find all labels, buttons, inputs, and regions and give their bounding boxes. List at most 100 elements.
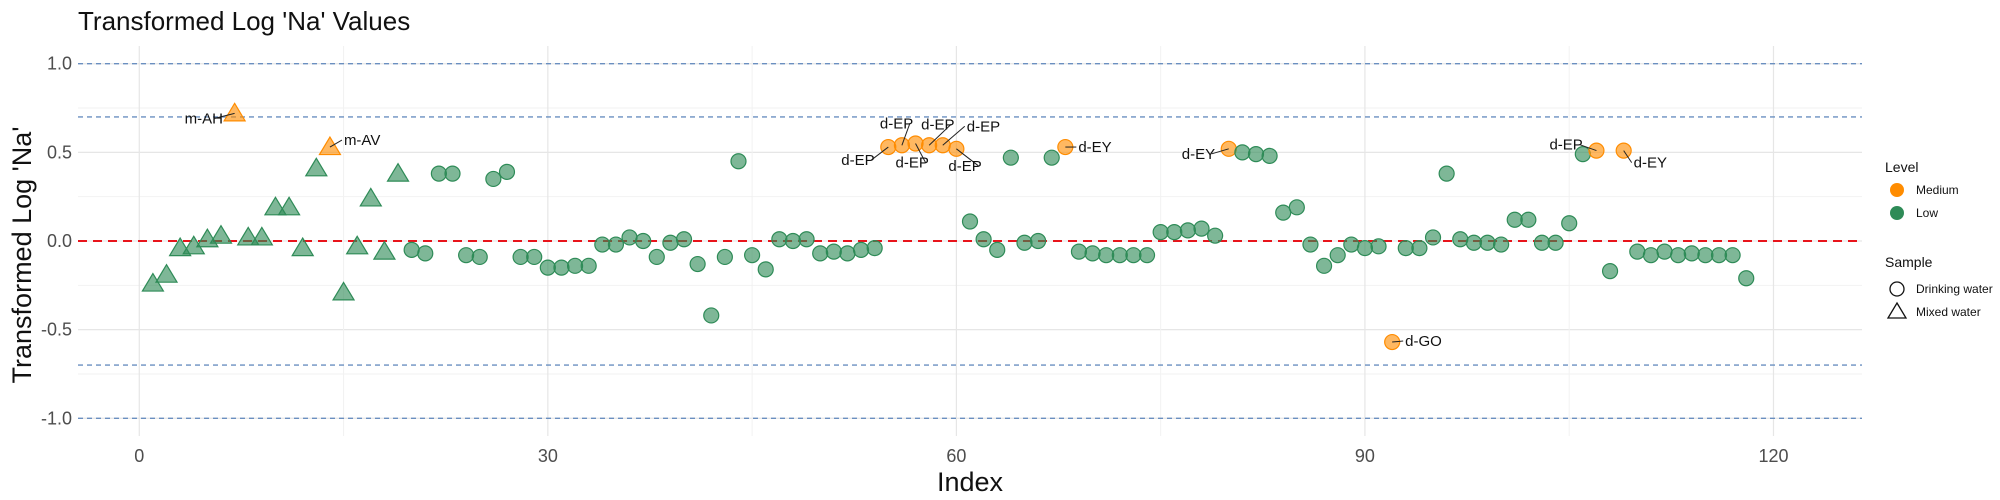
data-point — [291, 236, 315, 257]
data-point — [635, 232, 652, 250]
label-leader-line — [214, 112, 235, 119]
data-point — [1098, 247, 1115, 264]
data-point — [1710, 247, 1728, 264]
data-point — [1629, 243, 1646, 260]
data-point — [1424, 229, 1442, 246]
legend-level-title: Level — [1885, 159, 1918, 175]
data-point — [1656, 243, 1673, 260]
data-point — [703, 307, 720, 324]
data-point — [648, 248, 665, 266]
data-point — [1356, 239, 1374, 257]
data-point — [594, 236, 611, 253]
data-point — [1043, 149, 1060, 166]
x-tick-label: 0 — [134, 446, 144, 466]
data-point — [1465, 234, 1482, 251]
data-point — [1343, 236, 1360, 253]
data-point — [1125, 247, 1142, 264]
data-point — [744, 247, 761, 264]
point-label: d-EP — [880, 115, 913, 132]
data-point — [553, 259, 570, 276]
label-leader-line — [928, 123, 952, 146]
data-point — [975, 231, 992, 248]
legend-circle-shape — [1889, 281, 1905, 297]
data-point — [1506, 211, 1523, 228]
point-labels: m-AH m-AV d-EP d-EP d-EP d-EP d-EP d-EP d-EY d-EY… — [185, 110, 1667, 350]
data-point — [444, 165, 461, 182]
data-point — [1642, 247, 1660, 264]
data-point — [430, 165, 447, 182]
data-point — [1520, 211, 1537, 228]
label-leader-line — [870, 146, 889, 161]
y-tick-label: -0.5 — [41, 320, 72, 340]
data-point — [1016, 234, 1033, 251]
point-label: d-EP — [967, 118, 1000, 135]
y-tick-label: 0.0 — [47, 231, 72, 251]
data-point — [1479, 234, 1496, 251]
data-point — [498, 163, 516, 180]
data-point — [607, 236, 625, 253]
data-point — [1411, 239, 1428, 257]
data-point — [526, 248, 543, 266]
legend-medium-label: Medium — [1916, 183, 1959, 197]
data-point — [566, 257, 584, 274]
data-point — [277, 196, 301, 216]
data-point — [675, 231, 693, 248]
data-point — [580, 257, 597, 274]
point-label: d-EP — [841, 152, 874, 169]
x-tick-label: 90 — [1355, 446, 1375, 466]
data-point — [662, 234, 679, 251]
data-point — [1111, 247, 1128, 264]
point-label: d-EP — [1549, 137, 1582, 154]
data-point — [318, 135, 342, 156]
point-label: m-AH — [185, 110, 223, 127]
data-point — [471, 248, 488, 266]
data-point — [1315, 257, 1333, 274]
legend-mixed-water-label: Mixed water — [1916, 305, 1981, 319]
data-point — [716, 248, 733, 266]
data-point — [403, 241, 420, 258]
data-point — [621, 229, 638, 246]
data-point — [961, 213, 979, 230]
data-point — [250, 226, 274, 246]
data-point — [1207, 227, 1224, 244]
label-leader-line — [915, 143, 926, 163]
data-point — [1738, 270, 1755, 287]
legend-sample-title: Sample — [1885, 254, 1933, 270]
label-leader-line — [956, 148, 979, 167]
legend-triangle-shape — [1886, 301, 1908, 319]
reference-lines — [78, 63, 1862, 419]
y-tick-label: -1.0 — [41, 408, 72, 428]
x-tick-label: 30 — [538, 446, 558, 466]
x-axis-title: Index — [937, 467, 1004, 497]
data-point — [866, 239, 883, 257]
data-point — [825, 243, 842, 260]
data-point — [771, 231, 788, 248]
data-point — [154, 263, 179, 283]
point-label: d-EY — [1634, 155, 1667, 172]
point-label: d-EP — [948, 158, 981, 175]
point-label: d-EP — [896, 155, 929, 172]
data-point — [1533, 234, 1551, 251]
data-point — [1138, 247, 1156, 264]
data-point — [223, 102, 247, 122]
data-point — [1452, 231, 1469, 248]
data-point — [1084, 245, 1101, 262]
data-point — [1288, 199, 1305, 216]
data-point — [331, 281, 356, 301]
x-tick-label: 60 — [946, 446, 966, 466]
data-point — [1683, 245, 1700, 262]
data-point — [757, 261, 774, 278]
data-point — [730, 153, 747, 170]
label-leader-line — [1623, 150, 1633, 163]
point-label: m-AV — [344, 132, 380, 149]
data-point — [1261, 147, 1278, 165]
data-point — [345, 235, 369, 255]
label-leader-line — [1211, 148, 1229, 155]
data-point — [689, 255, 706, 273]
data-point — [209, 224, 233, 244]
data-point — [1697, 247, 1714, 264]
data-point — [304, 157, 328, 177]
data-point — [1438, 165, 1455, 182]
legend-low-swatch — [1890, 206, 1904, 220]
